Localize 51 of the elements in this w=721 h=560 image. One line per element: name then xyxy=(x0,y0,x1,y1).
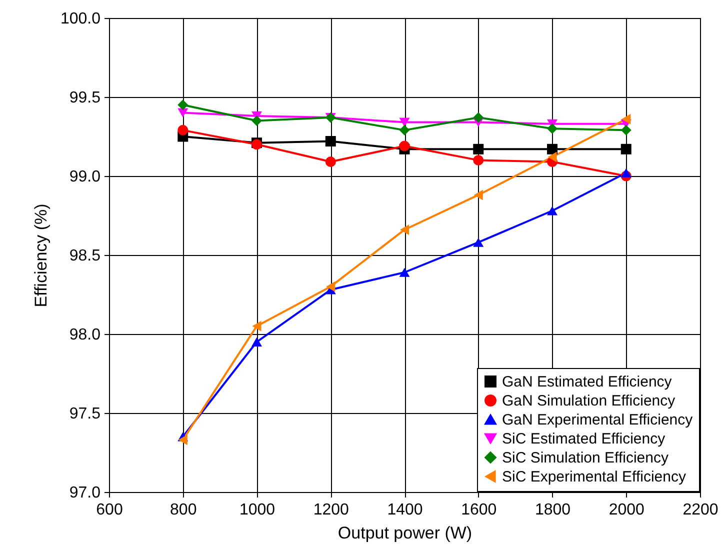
point xyxy=(399,268,410,277)
legend-label: SiC Experimental Efficiency xyxy=(502,468,686,486)
x-axis-title: Output power (W) xyxy=(338,524,472,542)
point xyxy=(473,154,484,166)
legend-label: GaN Experimental Efficiency xyxy=(502,412,694,428)
y-tick-label: 99.0 xyxy=(69,168,101,186)
x-tick-label: 600 xyxy=(96,502,123,518)
x-tick-label: 800 xyxy=(170,502,197,518)
point xyxy=(252,320,262,332)
y-tick-label: 100.0 xyxy=(60,10,101,28)
point xyxy=(474,190,483,200)
point xyxy=(400,224,410,235)
y-tick-label: 97.5 xyxy=(69,406,101,422)
x-tick-label: 2200 xyxy=(682,502,718,518)
point xyxy=(178,100,188,110)
x-tick-label: 1600 xyxy=(461,502,497,518)
point xyxy=(178,434,188,446)
x-tick-label: 1800 xyxy=(534,502,571,518)
legend-label: SiC Estimated Efficiency xyxy=(502,430,666,448)
x-tick-label: 2000 xyxy=(608,502,645,518)
point xyxy=(620,144,632,154)
point xyxy=(325,156,336,168)
x-tick-label: 1400 xyxy=(387,502,423,518)
y-tick-label: 98.5 xyxy=(69,248,101,264)
point xyxy=(399,118,410,127)
point xyxy=(252,115,262,126)
point xyxy=(178,124,188,136)
point xyxy=(399,124,410,136)
point xyxy=(326,281,336,292)
point xyxy=(473,144,484,154)
point xyxy=(547,144,558,154)
point xyxy=(620,168,632,178)
point xyxy=(547,123,558,134)
y-tick-label: 99.5 xyxy=(69,90,101,106)
legend-label: GaN Simulation Efficiency xyxy=(502,392,676,410)
point xyxy=(547,206,558,216)
legend-label: SiC Simulation Efficiency xyxy=(502,450,669,466)
y-axis-title: Efficiency (%) xyxy=(31,204,50,308)
legend-label: GaN Estimated Efficiency xyxy=(502,374,672,390)
point xyxy=(252,337,262,346)
point xyxy=(548,152,557,162)
y-tick-label: 97.0 xyxy=(69,484,101,502)
point xyxy=(473,112,484,123)
y-tick-label: 98.0 xyxy=(69,326,101,344)
point xyxy=(399,140,410,152)
point xyxy=(473,238,484,247)
x-tick-label: 1000 xyxy=(239,502,276,518)
x-tick-label: 1200 xyxy=(313,502,350,518)
point xyxy=(620,124,632,136)
point xyxy=(325,136,336,146)
point xyxy=(622,114,631,124)
